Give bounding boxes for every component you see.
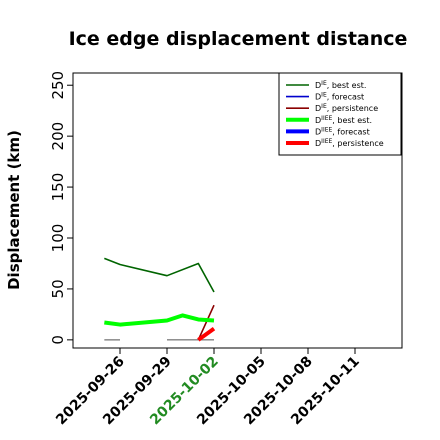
series-line-0 (104, 257, 215, 293)
y-tick-label: 150 (49, 173, 67, 202)
y-tick-label: 250 (49, 71, 67, 100)
legend-entry: DIE, forecast (315, 92, 364, 102)
legend-entry: DIIEE, forecast (315, 126, 370, 136)
y-axis: 0 50 100 150 200 250 (49, 71, 73, 345)
y-tick-label: 100 (49, 224, 67, 253)
plot-frame (72, 72, 403, 349)
y-tick-label: 200 (49, 122, 67, 151)
legend-entry: DIIEE, persistence (315, 138, 384, 148)
series-line-3 (104, 313, 215, 327)
chart-title: Ice edge displacement distance (69, 28, 408, 50)
x-axis: 2025-09-262025-09-292025-10-022025-10-05… (53, 348, 363, 428)
legend-entry: DIE, persistence (315, 103, 378, 113)
legend-entry: DIE, best est. (315, 80, 366, 90)
y-tick-label: 50 (49, 279, 67, 298)
y-tick-label: 0 (49, 335, 67, 345)
legend-entry: DIIEE, best est. (315, 115, 372, 125)
series-line-2 (197, 304, 215, 341)
series-lines (104, 257, 216, 342)
series-line-5 (197, 327, 216, 342)
y-axis-label: Displacement (km) (5, 130, 23, 290)
